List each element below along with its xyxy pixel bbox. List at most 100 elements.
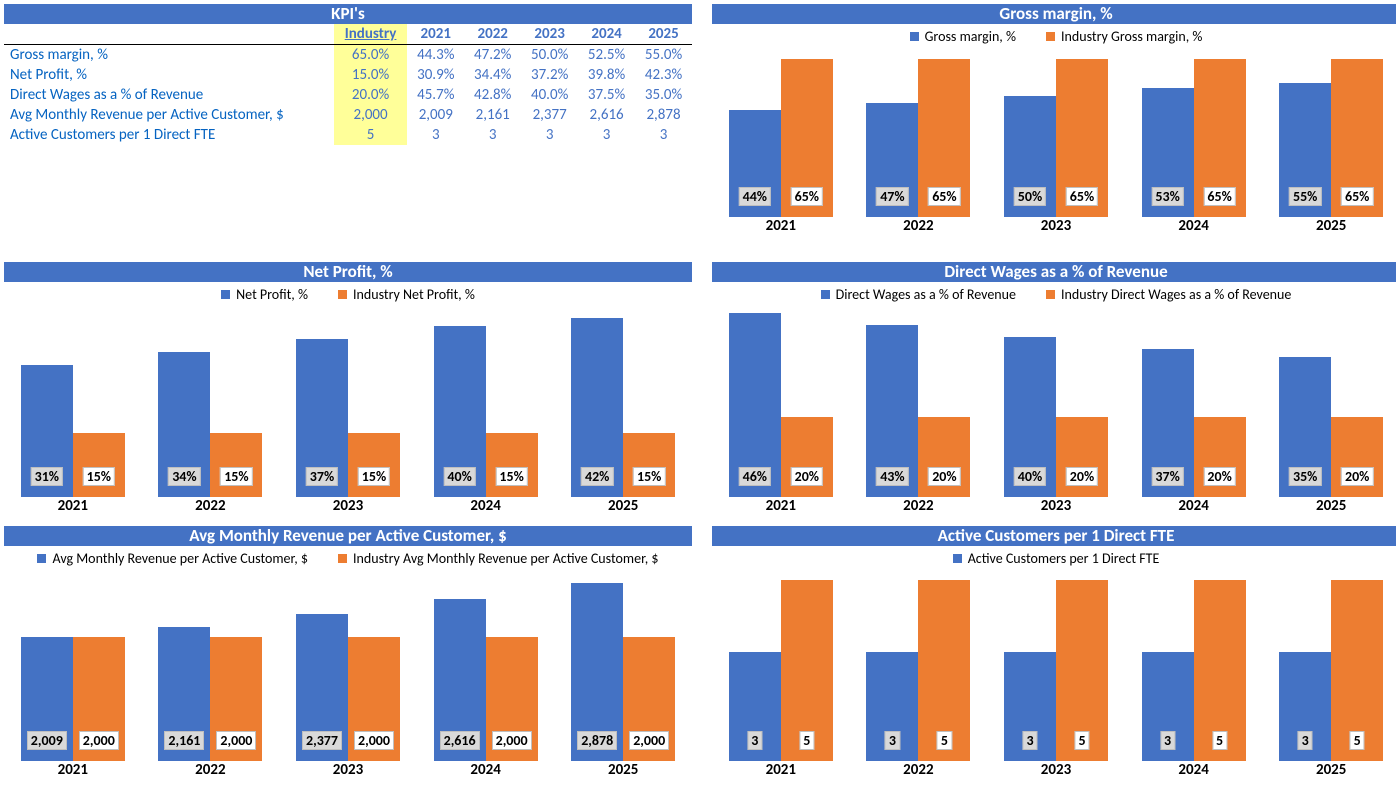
- swatch-icon: [37, 554, 46, 563]
- chart-legend: Net Profit, %Industry Net Profit, %: [4, 282, 692, 305]
- bar-group: 35: [866, 580, 970, 761]
- kpi-year-value: 3: [464, 125, 521, 145]
- kpi-year-value: 40.0%: [521, 85, 578, 105]
- bar-label: 43%: [876, 467, 908, 486]
- x-label: 2024: [1178, 217, 1208, 235]
- legend-item-b: Industry Avg Monthly Revenue per Active …: [338, 550, 659, 567]
- x-axis: 20212022202320242025: [712, 217, 1396, 239]
- bar-series-a: 2,377: [296, 614, 348, 761]
- bar-label: 47%: [876, 187, 908, 206]
- avg-revenue-panel: Avg Monthly Revenue per Active Customer,…: [4, 526, 692, 790]
- kpi-year-value: 3: [407, 125, 464, 145]
- bar-group: 31% 15%: [21, 365, 125, 497]
- bar-group: 46%20%: [729, 313, 833, 497]
- bar-label: 5: [799, 731, 814, 750]
- gross-margin-panel: Gross margin, %Gross margin, %Industry G…: [712, 4, 1396, 262]
- bar-label: 46%: [739, 467, 771, 486]
- legend-item-a: Gross margin, %: [910, 28, 1016, 45]
- chart-plot: 44%65%47%65%50%65%53%65%55%65%: [712, 47, 1396, 217]
- bar-series-b: 20%: [1194, 417, 1246, 497]
- chart-legend: Direct Wages as a % of RevenueIndustry D…: [712, 282, 1396, 305]
- bar-group: 43%20%: [866, 325, 970, 497]
- bar-series-b: 15%: [486, 433, 538, 497]
- bar-group: 35: [1142, 580, 1246, 761]
- x-label: 2024: [470, 497, 500, 515]
- bar-label: 37%: [1151, 467, 1183, 486]
- bar-label: 65%: [928, 187, 960, 206]
- bar-label: 20%: [1341, 467, 1373, 486]
- bar-series-b: 20%: [1331, 417, 1383, 497]
- bar-series-a: 3: [1279, 652, 1331, 761]
- bar-label: 3: [1298, 731, 1313, 750]
- bar-group: 37% 20%: [1142, 349, 1246, 497]
- bar-label: 15%: [358, 467, 390, 486]
- bar-label: 37%: [306, 467, 338, 486]
- bar-label: 5: [1074, 731, 1089, 750]
- chart-legend: Gross margin, %Industry Gross margin, %: [712, 24, 1396, 47]
- bar-group: 34%15%: [158, 352, 262, 497]
- table-row: Net Profit, %15.0%30.9%34.4%37.2%39.8%42…: [4, 65, 692, 85]
- kpi-label: Direct Wages as a % of Revenue: [4, 85, 334, 105]
- kpi-year-value: 44.3%: [407, 45, 464, 66]
- bar-label: 65%: [1203, 187, 1235, 206]
- bar-series-b: 65%: [1331, 59, 1383, 217]
- bar-series-a: 2,009: [21, 637, 73, 761]
- bar-series-a: 43%: [866, 325, 918, 497]
- x-label: 2025: [608, 761, 638, 779]
- bar-series-a: 50%: [1004, 96, 1056, 217]
- x-label: 2021: [766, 497, 796, 515]
- bar-label: 3: [747, 731, 762, 750]
- bar-label: 44%: [739, 187, 771, 206]
- kpi-label: Gross margin, %: [4, 45, 334, 66]
- bar-label: 5: [937, 731, 952, 750]
- bar-label: 42%: [581, 467, 613, 486]
- bar-series-b: 5: [918, 580, 970, 761]
- bar-series-b: 15%: [623, 433, 675, 497]
- net-profit-panel: Net Profit, %Net Profit, %Industry Net P…: [4, 262, 692, 526]
- kpi-year-value: 2,616: [578, 105, 635, 125]
- legend-label: Net Profit, %: [236, 286, 308, 303]
- bar-label: 50%: [1014, 187, 1046, 206]
- bar-series-a: 40%: [434, 326, 486, 497]
- bar-label: 2,009: [27, 731, 67, 750]
- kpi-year-value: 52.5%: [578, 45, 635, 66]
- bar-group: 40% 20%: [1004, 337, 1108, 497]
- kpi-year-value: 37.5%: [578, 85, 635, 105]
- bar-series-b: 65%: [1056, 59, 1108, 217]
- bar-label: 20%: [1066, 467, 1098, 486]
- bar-series-a: 42%: [571, 318, 623, 497]
- bar-group: 35%20%: [1279, 357, 1383, 497]
- bar-group: 35: [1279, 580, 1383, 761]
- x-label: 2025: [1316, 497, 1346, 515]
- bar-group: 37% 15%: [296, 339, 400, 497]
- kpi-year-value: 30.9%: [407, 65, 464, 85]
- legend-item-a: Direct Wages as a % of Revenue: [821, 286, 1016, 303]
- kpi-year-value: 2,377: [521, 105, 578, 125]
- swatch-icon: [953, 554, 962, 563]
- bar-label: 5: [1212, 731, 1227, 750]
- bar-series-a: 3: [866, 652, 918, 761]
- x-axis: 20212022202320242025: [4, 497, 692, 519]
- kpi-header-2023: 2023: [521, 24, 578, 45]
- legend-item-a: Avg Monthly Revenue per Active Customer,…: [37, 550, 307, 567]
- bar-label: 31%: [31, 467, 63, 486]
- table-row: Direct Wages as a % of Revenue20.0%45.7%…: [4, 85, 692, 105]
- bar-label: 15%: [633, 467, 665, 486]
- kpi-year-value: 47.2%: [464, 45, 521, 66]
- chart-legend: Active Customers per 1 Direct FTE: [712, 546, 1396, 569]
- kpi-year-value: 42.8%: [464, 85, 521, 105]
- bar-group: 53%65%: [1142, 59, 1246, 217]
- x-label: 2021: [58, 497, 88, 515]
- x-label: 2021: [766, 217, 796, 235]
- bar-label: 15%: [83, 467, 115, 486]
- chart-legend: Avg Monthly Revenue per Active Customer,…: [4, 546, 692, 569]
- bar-label: 3: [885, 731, 900, 750]
- bar-series-a: 40%: [1004, 337, 1056, 497]
- legend-label: Direct Wages as a % of Revenue: [836, 286, 1016, 303]
- kpi-header-industry: Industry: [334, 24, 407, 45]
- kpi-industry-value: 65.0%: [334, 45, 407, 66]
- bar-series-b: 2,000: [623, 637, 675, 761]
- bar-label: 2,000: [79, 731, 119, 750]
- bar-series-b: 5: [781, 580, 833, 761]
- x-label: 2021: [766, 761, 796, 779]
